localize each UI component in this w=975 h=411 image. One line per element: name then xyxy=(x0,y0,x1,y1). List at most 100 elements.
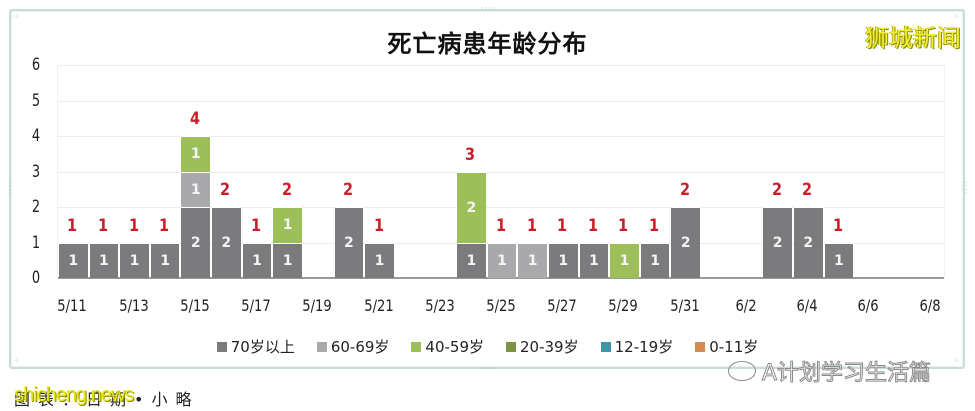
legend-label: 70岁以上 xyxy=(230,338,295,356)
bar-total-label: 1 xyxy=(649,215,660,236)
bar-segment[interactable]: 1 xyxy=(89,242,119,278)
resize-handle-bottom-right[interactable]: ⁘ xyxy=(953,356,961,365)
bar-segment[interactable]: 1 xyxy=(457,242,486,278)
bar-5-12[interactable]: 1 xyxy=(89,242,119,278)
bar-5-13[interactable]: 1 xyxy=(120,242,149,278)
bar-segment[interactable]: 2 xyxy=(334,207,364,278)
legend-item[interactable]: 60-69岁 xyxy=(316,336,390,357)
legend-swatch xyxy=(216,341,227,352)
bar-segment[interactable]: 1 xyxy=(518,242,547,278)
legend-swatch xyxy=(506,341,517,352)
bar-total-label: 1 xyxy=(618,215,629,236)
bar-segment[interactable]: 1 xyxy=(181,136,211,172)
bar-segment[interactable]: 1 xyxy=(579,242,609,278)
bar-total-label: 3 xyxy=(465,144,476,165)
chart-title: 死亡病患年龄分布 xyxy=(387,30,588,58)
y-tick-label: 2 xyxy=(31,197,41,217)
bar-total-label: 2 xyxy=(802,180,813,200)
legend-label: 0-11岁 xyxy=(709,338,759,356)
bar-5-21[interactable]: 1 xyxy=(365,242,394,278)
bar-segment[interactable]: 2 xyxy=(793,207,823,278)
bar-5-11[interactable]: 1 xyxy=(59,242,88,278)
bar-segment[interactable]: 1 xyxy=(610,242,639,278)
bar-segment[interactable]: 1 xyxy=(273,207,302,243)
bar-5-20[interactable]: 2 xyxy=(334,207,364,278)
legend-swatch xyxy=(411,341,422,352)
bar-5-25[interactable]: 1 xyxy=(487,242,517,278)
x-tick-label: 5/15 xyxy=(180,296,210,315)
bar-segment[interactable]: 1 xyxy=(548,242,578,278)
y-tick-label: 4 xyxy=(31,126,41,146)
bar-5-29[interactable]: 1 xyxy=(610,242,639,278)
wechat-watermark: A计划学习生活篇 xyxy=(728,355,932,387)
x-tick-label: 5/29 xyxy=(608,296,639,315)
bar-segment[interactable]: 1 xyxy=(181,171,211,207)
legend-swatch xyxy=(695,341,706,352)
x-tick-label: 5/17 xyxy=(241,296,271,315)
bar-total-label: 1 xyxy=(526,215,537,236)
x-tick-label: 5/31 xyxy=(669,296,700,315)
bar-5-26[interactable]: 1 xyxy=(518,242,547,278)
legend-item[interactable]: 20-39岁 xyxy=(506,336,579,357)
bar-total-label: 1 xyxy=(587,215,598,236)
bar-segment[interactable]: 1 xyxy=(150,242,180,278)
legend-item[interactable]: 12-19岁 xyxy=(600,336,673,357)
bar-6-3[interactable]: 2 xyxy=(763,207,792,278)
bar-total-label: 2 xyxy=(281,180,292,200)
bar-5-16[interactable]: 2 xyxy=(212,207,241,278)
x-tick-label: 5/11 xyxy=(57,296,88,315)
legend-item[interactable]: 40-59岁 xyxy=(411,336,484,357)
bar-segment[interactable]: 1 xyxy=(640,242,670,278)
wechat-icon xyxy=(728,361,756,381)
resize-handle-bottom-left[interactable]: ⁘ xyxy=(13,356,21,365)
bar-total-label: 4 xyxy=(189,109,200,129)
bar-total-label: 2 xyxy=(342,180,353,200)
resize-handle-left[interactable]: ···· xyxy=(5,181,14,196)
bar-5-31[interactable]: 2 xyxy=(671,207,701,278)
y-tick-label: 5 xyxy=(31,90,41,111)
bar-segment[interactable]: 2 xyxy=(181,207,211,278)
bar-total-label: 2 xyxy=(771,180,782,200)
bar-5-30[interactable]: 1 xyxy=(640,242,670,278)
y-tick-label: 6 xyxy=(31,55,41,75)
bar-segment[interactable]: 1 xyxy=(59,242,88,278)
legend-item[interactable]: 0-11岁 xyxy=(695,336,758,357)
bar-segment[interactable]: 1 xyxy=(487,242,517,278)
chart-frame: ⁘ ···· ⁘ ···· ···· ⁘ ···· ⁘ xyxy=(5,5,970,373)
resize-handle-right[interactable]: ···· xyxy=(961,181,970,196)
bar-total-label: 1 xyxy=(495,215,507,236)
bar-segment[interactable]: 2 xyxy=(671,207,701,278)
bar-5-14[interactable]: 1 xyxy=(150,242,180,278)
bar-segment[interactable]: 1 xyxy=(365,242,394,278)
y-tick-label: 0 xyxy=(31,268,41,288)
resize-handle-top-right[interactable]: ⁘ xyxy=(953,12,961,21)
bar-5-17[interactable]: 1 xyxy=(242,242,272,278)
bar-6-4[interactable]: 2 xyxy=(793,207,823,278)
bar-6-5[interactable]: 1 xyxy=(824,242,854,278)
gridline xyxy=(58,207,944,208)
resize-handle-bottom[interactable]: ···· xyxy=(481,364,496,373)
legend-item[interactable]: 70岁以上 xyxy=(216,336,295,357)
bar-segment[interactable]: 1 xyxy=(824,242,854,278)
x-tick-label: 5/23 xyxy=(425,296,455,315)
bar-5-28[interactable]: 1 xyxy=(579,242,609,278)
bar-total-label: 1 xyxy=(97,215,108,236)
bar-segment[interactable]: 2 xyxy=(763,207,792,278)
legend-label: 60-69岁 xyxy=(330,338,390,356)
bar-5-27[interactable]: 1 xyxy=(548,242,578,278)
bar-segment[interactable]: 1 xyxy=(273,242,302,278)
legend-swatch xyxy=(316,341,327,352)
gridline xyxy=(58,65,944,66)
bar-segment[interactable]: 2 xyxy=(457,171,486,243)
x-tick-label: 5/13 xyxy=(118,296,149,315)
resize-handle-top-left[interactable]: ⁘ xyxy=(13,12,21,21)
bar-segment[interactable]: 1 xyxy=(120,242,149,278)
legend-swatch xyxy=(600,341,611,352)
x-tick-label: 6/8 xyxy=(919,296,941,315)
bar-segment[interactable]: 2 xyxy=(212,207,241,278)
resize-handle-top[interactable]: ···· xyxy=(481,4,496,13)
bar-segment[interactable]: 1 xyxy=(242,242,272,278)
